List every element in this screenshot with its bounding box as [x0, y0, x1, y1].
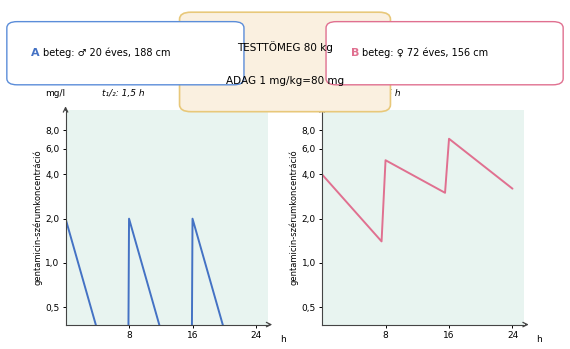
- Y-axis label: gentamicin-szérumkoncentráció: gentamicin-szérumkoncentráció: [32, 149, 42, 285]
- Text: ADAG 1 mg/kg=80 mg: ADAG 1 mg/kg=80 mg: [226, 76, 344, 86]
- Text: mg/l: mg/l: [46, 89, 66, 98]
- Text: h: h: [536, 335, 542, 344]
- Text: t₁/₂: 1,5 h: t₁/₂: 1,5 h: [359, 89, 401, 98]
- Text: beteg: ♀ 72 éves, 156 cm: beteg: ♀ 72 éves, 156 cm: [362, 48, 488, 59]
- Text: t₁/₂: 1,5 h: t₁/₂: 1,5 h: [102, 89, 145, 98]
- Y-axis label: gentamicin-szérumkoncentráció: gentamicin-szérumkoncentráció: [289, 149, 299, 285]
- Text: A: A: [31, 48, 40, 58]
- Text: mg/l: mg/l: [302, 89, 322, 98]
- Text: beteg: ♂ 20 éves, 188 cm: beteg: ♂ 20 éves, 188 cm: [43, 48, 170, 59]
- Text: TESTTÖMEG 80 kg: TESTTÖMEG 80 kg: [237, 40, 333, 52]
- Text: B: B: [351, 48, 359, 58]
- Text: h: h: [280, 335, 286, 344]
